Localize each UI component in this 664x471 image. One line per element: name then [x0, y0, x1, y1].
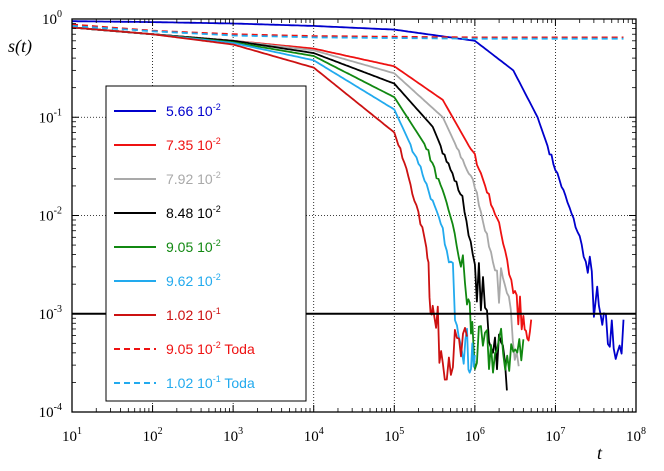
y-tick-label: 10-3: [39, 304, 62, 323]
y-tick-label: 10-4: [39, 402, 62, 421]
x-tick-label: 105: [384, 426, 404, 445]
legend-label: 1.02 10-1 Toda: [166, 374, 255, 391]
x-tick-labels: 101 102 103 104 105 106 107 108: [62, 426, 646, 445]
series-line: [72, 25, 624, 40]
legend-label: 7.92 10-2: [166, 170, 221, 187]
legend-label: 7.35 10-2: [166, 136, 221, 153]
legend-label: 1.02 10-1: [166, 306, 221, 323]
y-tick-label: 10-2: [39, 206, 62, 225]
series-line: [72, 20, 625, 360]
x-tick-label: 102: [143, 426, 163, 445]
y-tick-label: 100: [42, 9, 62, 28]
x-tick-label: 101: [62, 426, 82, 445]
y-axis-label: s(t): [8, 36, 32, 57]
x-tick-label: 103: [223, 426, 243, 445]
x-axis-label: t: [597, 443, 603, 463]
series-group: [72, 20, 625, 391]
x-tick-label: 107: [545, 426, 565, 445]
legend-label: 8.48 10-2: [166, 204, 221, 221]
y-tick-labels: 10-4 10-3 10-2 10-1 100: [39, 9, 62, 421]
x-tick-label: 108: [626, 426, 646, 445]
legend: 5.66 10-2 7.35 10-2 7.92 10-2 8.48 10-2 9.05…: [105, 85, 307, 402]
legend-label: 9.62 10-2: [166, 272, 221, 289]
x-tick-label: 104: [304, 426, 324, 445]
tick-marks: [71, 18, 637, 413]
y-tick-label: 10-1: [39, 107, 62, 126]
series-line: [72, 26, 468, 381]
legend-label: 5.66 10-2: [166, 102, 221, 119]
legend-label: 9.05 10-2 Toda: [166, 340, 255, 357]
legend-label: 9.05 10-2: [166, 238, 221, 255]
x-tick-label: 106: [465, 426, 485, 445]
